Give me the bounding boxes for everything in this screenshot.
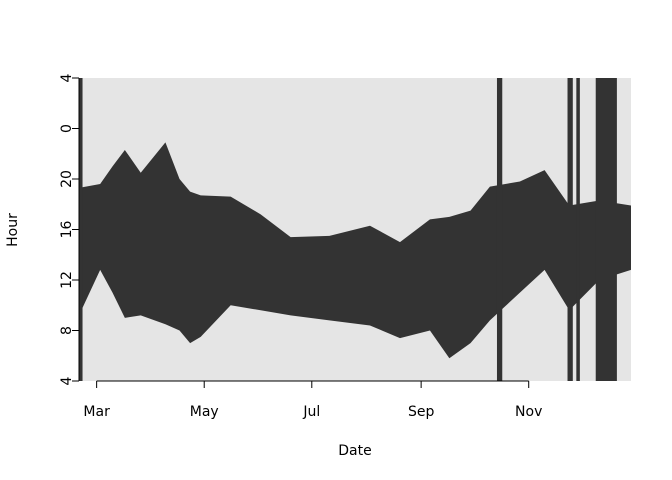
y-tick-label: 20 — [59, 170, 75, 188]
x-axis-title: Date — [338, 443, 371, 459]
activity-band — [79, 142, 631, 359]
x-tick-label: Nov — [515, 404, 542, 420]
y-tick-label: 12 — [59, 271, 75, 289]
x-tick-label: Sep — [408, 404, 435, 420]
x-tick-label: Mar — [83, 404, 110, 420]
x-tick-label: May — [190, 404, 219, 420]
y-tick-label: 0 — [59, 124, 75, 133]
y-tick-label: 8 — [59, 326, 75, 335]
y-axis-title: Hour — [5, 213, 21, 247]
full-dark-span — [496, 78, 503, 381]
y-tick-label: 4 — [59, 73, 75, 82]
x-tick-label: Jul — [302, 404, 320, 420]
y-tick-label: 16 — [59, 221, 75, 239]
full-dark-span — [576, 78, 580, 381]
full-dark-span — [567, 78, 573, 381]
y-tick-label: 4 — [59, 376, 75, 385]
full-dark-span — [79, 78, 83, 381]
full-dark-span — [595, 78, 617, 381]
